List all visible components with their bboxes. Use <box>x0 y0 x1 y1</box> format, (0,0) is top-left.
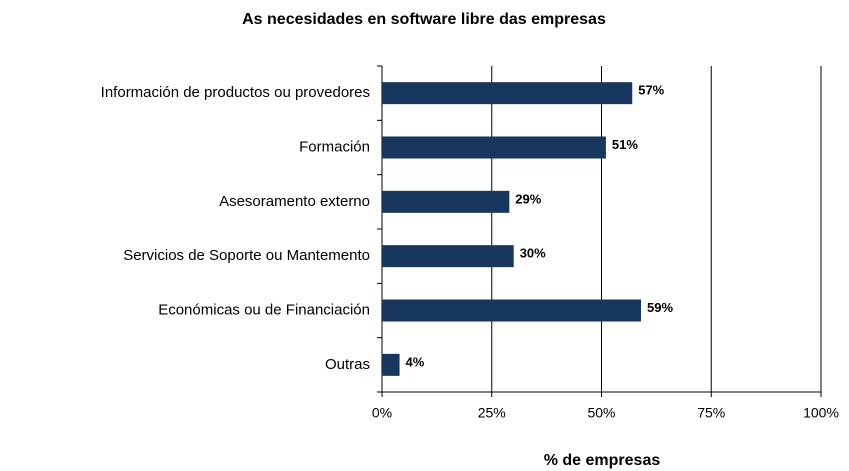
y-tick-label: Asesoramento externo <box>219 193 370 210</box>
chart-title: As necesidades en software libre das emp… <box>242 11 606 28</box>
bar <box>382 353 400 376</box>
bar <box>382 299 642 322</box>
data-label: 51% <box>612 137 638 152</box>
data-label: 29% <box>515 191 541 206</box>
data-label: 57% <box>638 83 664 98</box>
x-tick-label: 25% <box>478 405 506 421</box>
y-tick-label: Servicios de Soporte ou Mantemento <box>123 247 370 264</box>
y-tick-label: Información de productos ou provedores <box>101 84 370 101</box>
bar <box>382 82 633 105</box>
bar <box>382 245 514 268</box>
bar <box>382 136 606 159</box>
x-tick-label: 100% <box>803 405 839 421</box>
x-tick-label: 75% <box>697 405 725 421</box>
bar <box>382 190 510 213</box>
data-label: 30% <box>520 246 546 261</box>
x-tick-label: 0% <box>372 405 392 421</box>
data-label: 59% <box>647 300 673 315</box>
x-tick-label: 50% <box>587 405 615 421</box>
data-label: 4% <box>406 354 425 369</box>
x-axis-label: % de empresas <box>544 452 661 469</box>
y-tick-label: Outras <box>325 356 370 373</box>
y-tick-label: Formación <box>299 138 370 155</box>
y-tick-label: Económicas ou de Financiación <box>158 301 370 318</box>
